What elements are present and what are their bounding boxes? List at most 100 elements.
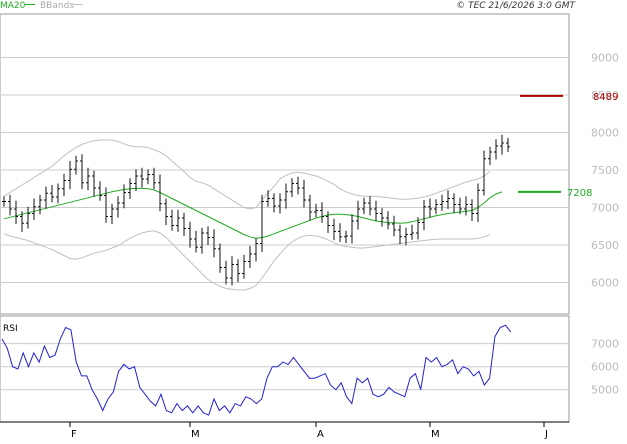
- price-axis-label: 9000: [591, 52, 619, 65]
- ohlc-bar: [182, 212, 186, 236]
- price-panel-frame: [0, 13, 570, 315]
- ohlc-bar: [104, 187, 108, 223]
- ohlc-bar: [194, 230, 198, 253]
- bbands-upper-line: [3, 139, 491, 210]
- x-axis-month-label: F: [71, 429, 77, 440]
- ohlc-bar: [2, 196, 6, 207]
- ohlc-bar: [446, 190, 450, 209]
- ohlc-bar: [362, 197, 366, 215]
- rsi-axis-label: 6000: [591, 361, 619, 374]
- ohlc-bar: [38, 194, 42, 215]
- x-axis-month-label: J: [544, 429, 548, 440]
- ohlc-bar: [188, 221, 192, 248]
- ohlc-bar: [146, 169, 150, 185]
- ohlc-bar: [68, 161, 72, 190]
- ohlc-bar: [164, 198, 168, 226]
- x-axis-month-label: A: [317, 429, 324, 440]
- level-label: 8489: [593, 92, 618, 103]
- level-label: 7208: [567, 188, 592, 199]
- ohlc-bar: [308, 194, 312, 221]
- ohlc-bar: [260, 194, 264, 253]
- ohlc-bar: [86, 167, 90, 191]
- ohlc-bar: [206, 226, 210, 245]
- ohlc-bar: [272, 193, 276, 213]
- ohlc-bar: [416, 217, 420, 240]
- x-axis-month-label: M: [431, 429, 440, 440]
- ohlc-bar: [44, 186, 48, 209]
- ohlc-bar: [302, 179, 306, 208]
- x-axis-month-label: M: [191, 429, 200, 440]
- ohlc-bar: [482, 150, 486, 196]
- ohlc-bar: [26, 206, 30, 229]
- ohlc-bar: [20, 211, 24, 232]
- ohlc-bar: [80, 154, 84, 190]
- ohlc-bar: [230, 256, 234, 286]
- ohlc-bar: [494, 139, 498, 160]
- ohlc-bar: [338, 223, 342, 242]
- ohlc-bar: [8, 194, 12, 216]
- ohlc-bar: [248, 245, 252, 268]
- ohlc-bar: [242, 254, 246, 279]
- ohlc-bar: [506, 137, 510, 152]
- ohlc-bar: [374, 200, 378, 221]
- bbands-legend-label: BBands: [40, 1, 74, 11]
- ohlc-bar: [422, 200, 426, 230]
- ohlc-bar: [452, 193, 456, 214]
- rsi-axis-label: 7000: [591, 338, 619, 351]
- ohlc-bar: [212, 229, 216, 258]
- ohlc-bar: [386, 211, 390, 230]
- ohlc-bar: [434, 199, 438, 215]
- rsi-axis-label: 5000: [591, 384, 619, 397]
- ohlc-bar: [266, 190, 270, 207]
- ohlc-bar: [116, 196, 120, 218]
- ohlc-bar: [380, 208, 384, 227]
- ohlc-bar: [140, 167, 144, 188]
- ohlc-bar: [464, 196, 468, 216]
- ohlc-bar: [122, 184, 126, 209]
- ohlc-bar: [320, 202, 324, 223]
- ohlc-bar: [152, 167, 156, 190]
- ohlc-bar: [404, 227, 408, 246]
- ohlc-bar: [296, 176, 300, 195]
- ohlc-bar: [476, 183, 480, 223]
- bbands-lower-line: [3, 230, 491, 291]
- ohlc-bar: [56, 183, 60, 204]
- ohlc-bar: [110, 203, 114, 224]
- ohlc-bar: [170, 209, 174, 231]
- ohlc-bar: [134, 169, 138, 191]
- ohlc-bar: [128, 178, 132, 199]
- ohlc-bar: [368, 196, 372, 216]
- ohlc-bar: [62, 173, 66, 197]
- rsi-line: [1, 324, 512, 416]
- ohlc-bar: [254, 238, 258, 262]
- ma-legend-label: MA20: [0, 1, 26, 11]
- ohlc-bar: [332, 218, 336, 241]
- ohlc-bar: [218, 243, 222, 273]
- price-axis-label: 6500: [591, 239, 619, 252]
- ohlc-bar: [98, 181, 102, 201]
- price-axis-label: 7000: [591, 202, 619, 215]
- ohlc-bar: [398, 224, 402, 245]
- ohlc-bar: [32, 198, 36, 220]
- ohlc-bar: [350, 214, 354, 244]
- ohlc-bar: [314, 203, 318, 218]
- ohlc-bar: [410, 224, 414, 240]
- ohlc-bar: [14, 200, 18, 224]
- ohlc-bar: [200, 227, 204, 254]
- ohlc-bar: [428, 198, 432, 218]
- ohlc-bar: [326, 211, 330, 233]
- ohlc-bar: [392, 215, 396, 237]
- ohlc-bar: [74, 155, 78, 175]
- ohlc-bar: [470, 199, 474, 221]
- ohlc-bar: [488, 146, 492, 166]
- ohlc-bar: [284, 183, 288, 209]
- ohlc-bar: [356, 200, 360, 230]
- rsi-panel-title: RSI: [3, 324, 18, 334]
- ohlc-bar: [236, 259, 240, 283]
- copyright-text: © TEC 21/6/2026 3:0 GMT: [456, 1, 576, 11]
- price-axis-label: 8000: [591, 127, 619, 140]
- ohlc-bar: [176, 209, 180, 232]
- ohlc-bar: [92, 170, 96, 197]
- price-axis-label: 8500: [591, 89, 619, 102]
